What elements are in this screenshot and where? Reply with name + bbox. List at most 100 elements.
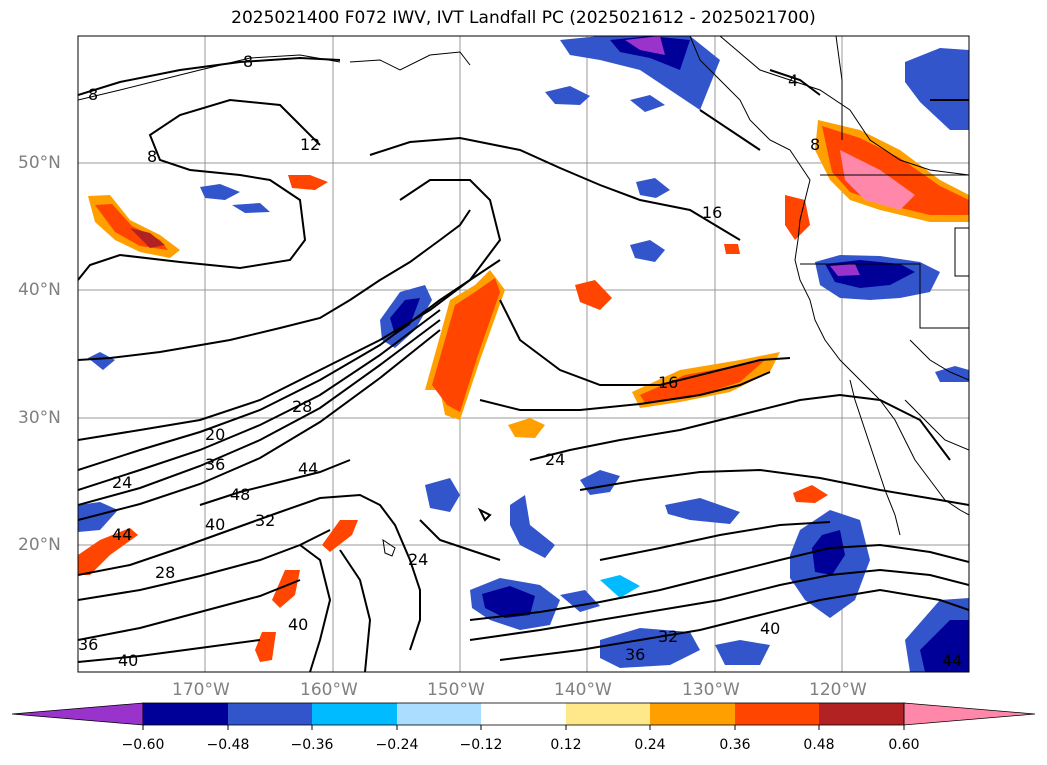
- lon-label-160w: 160°W: [300, 680, 358, 700]
- warm-anomaly: [640, 360, 765, 403]
- contour-label: 8: [88, 85, 98, 104]
- contour-label: 8: [810, 135, 820, 154]
- contour-label: 36: [78, 635, 98, 654]
- colorbar-tick-label: −0.36: [290, 737, 334, 753]
- colorbar-segment: [566, 703, 650, 725]
- contour-label: 20: [205, 425, 225, 444]
- warm-anomaly: [78, 528, 138, 575]
- colorbar-extend-right: [903, 702, 1036, 726]
- colorbar-tick-label: 0.12: [550, 737, 582, 753]
- lon-label-120w: 120°W: [809, 680, 867, 700]
- cool-anomaly: [510, 495, 555, 558]
- cool-anomaly: [630, 95, 665, 112]
- contour-label: 40: [205, 515, 225, 534]
- contour-label: 16: [658, 373, 678, 392]
- contour-label: 28: [155, 563, 175, 582]
- warm-anomaly: [288, 175, 328, 190]
- contour-label: 32: [255, 511, 275, 530]
- contour-label: 24: [408, 550, 428, 569]
- warm-anomaly: [322, 520, 358, 552]
- map-frame: [77, 35, 970, 673]
- cool-anomaly: [935, 366, 969, 382]
- warm-anomaly: [575, 280, 612, 310]
- colorbar-segment: [228, 703, 312, 725]
- colorbar-tick-label: −0.48: [206, 737, 250, 753]
- cool-anomaly: [560, 590, 600, 612]
- warm-anomaly: [255, 632, 276, 662]
- colorbar-tick-label: 0.36: [719, 737, 751, 753]
- cool-anomaly: [665, 498, 740, 524]
- colorbar-segment: [312, 703, 397, 725]
- colorbar-segment: [481, 703, 566, 725]
- warm-anomaly: [840, 150, 915, 210]
- lon-label-150w: 150°W: [427, 680, 485, 700]
- warm-anomaly: [432, 278, 500, 412]
- cool-anomaly: [905, 48, 969, 130]
- colorbar-tick-label: 0.24: [634, 737, 666, 753]
- contour-label: 40: [760, 619, 780, 638]
- lat-label-30n: 30°N: [18, 408, 61, 428]
- contour-label: 24: [112, 473, 132, 492]
- contour-label: 44: [942, 651, 962, 670]
- cool-anomaly: [812, 530, 845, 575]
- warm-anomaly: [724, 244, 740, 254]
- cool-anomaly: [200, 184, 240, 200]
- contour-label: 44: [112, 525, 132, 544]
- lon-label-170w: 170°W: [172, 680, 230, 700]
- colorbar-extend-left: [11, 702, 144, 726]
- lat-label-40n: 40°N: [18, 280, 61, 300]
- ivt-contours: [78, 56, 969, 672]
- cool-anomaly: [482, 586, 535, 618]
- contour-label: 40: [288, 615, 308, 634]
- cool-anomaly: [830, 264, 860, 276]
- cool-anomaly: [88, 352, 115, 370]
- contour-label: 36: [625, 645, 645, 664]
- colorbar-segment: [735, 703, 819, 725]
- warm-anomaly: [793, 485, 828, 503]
- cool-anomaly: [610, 36, 690, 70]
- contour-label: 24: [545, 450, 565, 469]
- lon-label-130w: 130°W: [682, 680, 740, 700]
- lon-label-140w: 140°W: [554, 680, 612, 700]
- contour-label: 44: [298, 459, 318, 478]
- colorbar-tick-label: −0.60: [121, 737, 165, 753]
- cool-anomaly: [920, 620, 969, 672]
- contour-labels: 8 8 8 12 16 16 8 4 20 24 28 36 44 48 40 …: [78, 52, 962, 670]
- contour-label: 12: [300, 135, 320, 154]
- shaded-anomalies: [78, 36, 969, 672]
- colorbar-segment: [397, 703, 481, 725]
- cool-anomaly: [545, 86, 590, 105]
- cool-anomaly: [78, 502, 118, 532]
- colorbar-tick-label: −0.24: [375, 737, 419, 753]
- cool-anomaly: [715, 640, 770, 665]
- contour-label: 8: [243, 52, 253, 71]
- cool-anomaly: [630, 240, 665, 262]
- contour-label: 8: [147, 147, 157, 166]
- map-title: 2025021400 F072 IWV, IVT Landfall PC (20…: [231, 8, 816, 28]
- cool-anomaly: [600, 628, 700, 668]
- contour-label: 40: [118, 651, 138, 670]
- cool-anomaly: [636, 178, 670, 198]
- cool-anomaly: [390, 298, 420, 335]
- colorbar-frame: [142, 702, 905, 726]
- contour-label: 4: [788, 71, 798, 90]
- contour-label: 32: [658, 627, 678, 646]
- lat-label-20n: 20°N: [18, 535, 61, 555]
- cool-anomaly: [600, 575, 640, 598]
- warm-anomaly: [272, 570, 300, 608]
- colorbar: [11, 702, 1036, 730]
- colorbar-segment: [650, 703, 735, 725]
- contour-label: 48: [230, 485, 250, 504]
- colorbar-tick-label: 0.48: [803, 737, 835, 753]
- colorbar-segment: [143, 703, 228, 725]
- cool-anomaly: [625, 36, 665, 55]
- contour-label: 36: [205, 455, 225, 474]
- colorbar-tick-label: 0.60: [888, 737, 920, 753]
- contour-label: 16: [702, 203, 722, 222]
- contour-label: 28: [292, 397, 312, 416]
- warm-anomaly: [508, 418, 545, 438]
- cool-anomaly: [232, 203, 270, 213]
- cool-anomaly: [425, 478, 460, 512]
- colorbar-tick-label: −0.12: [459, 737, 503, 753]
